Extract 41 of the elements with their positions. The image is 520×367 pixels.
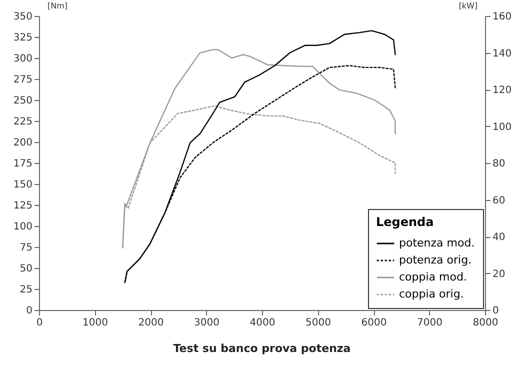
y2-tick-label: 0 [492, 306, 499, 316]
y-tick-label: 275 [13, 74, 32, 86]
y2-tick-label: 100 [492, 122, 512, 133]
y-tick-label: 200 [13, 138, 32, 148]
y2-tick-label: 140 [492, 48, 512, 60]
y-tick-label: 325 [13, 32, 32, 44]
legend-label: coppia mod. [399, 270, 467, 284]
y-tick-label: 50 [20, 264, 32, 274]
y2-tick-label: 40 [492, 232, 506, 243]
legend-label: potenza orig. [399, 254, 472, 266]
y2-tick-label: 20 [492, 268, 506, 280]
y2-tick-label: 80 [492, 158, 506, 170]
y-tick-label: 250 [13, 96, 32, 106]
y2-tick-label: 120 [492, 85, 512, 96]
y-tick-label: 175 [13, 158, 32, 170]
legend-label: coppia orig. [399, 288, 464, 300]
y2-tick-label: 60 [492, 195, 506, 206]
y-tick-label: 100 [13, 222, 32, 232]
y-tick-label: 225 [13, 116, 32, 128]
y-tick-label: 75 [20, 242, 32, 254]
text: Test su banco prova potenza [173, 342, 351, 355]
x-tick-label: 1000 [82, 318, 108, 328]
x-tick-label: 8000 [472, 318, 498, 328]
y-axis-title: [Nm] [48, 2, 68, 10]
legend-label: potenza mod. [399, 236, 475, 250]
y-tick-label: 125 [13, 200, 32, 212]
x-tick-label: 6000 [361, 318, 387, 328]
y-tick-label: 350 [13, 12, 32, 22]
y-tick-label: 0 [26, 306, 32, 316]
x-tick-label: 4000 [250, 318, 276, 328]
y-tick-label: 300 [13, 54, 32, 64]
x-tick-label: 7000 [417, 318, 442, 328]
x-tick-label: 0 [36, 318, 43, 328]
x-tick-label: 3000 [194, 318, 220, 328]
y2-axis-title: [kW] [458, 2, 478, 10]
x-tick-label: 2000 [138, 318, 164, 328]
y2-tick-label: 160 [492, 12, 512, 22]
y-tick-label: 25 [20, 284, 32, 296]
y-tick-label: 150 [13, 180, 32, 190]
legend-title: Legenda [376, 215, 434, 229]
x-tick-label: 5000 [306, 318, 331, 328]
